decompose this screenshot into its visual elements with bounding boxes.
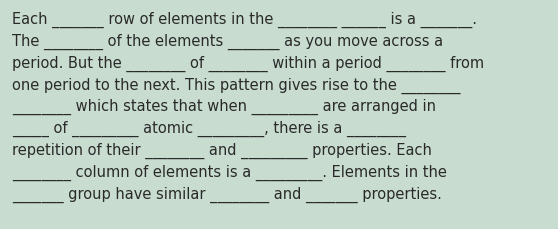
Text: period. But the ________ of ________ within a period ________ from: period. But the ________ of ________ wit… [12,55,484,71]
Text: _____ of _________ atomic _________, there is a ________: _____ of _________ atomic _________, the… [12,120,406,137]
Text: The ________ of the elements _______ as you move across a: The ________ of the elements _______ as … [12,34,443,50]
Text: Each _______ row of elements in the ________ ______ is a _______.: Each _______ row of elements in the ____… [12,12,477,28]
Text: one period to the next. This pattern gives rise to the ________: one period to the next. This pattern giv… [12,77,460,93]
Text: _______ group have similar ________ and _______ properties.: _______ group have similar ________ and … [12,185,442,202]
Text: repetition of their ________ and _________ properties. Each: repetition of their ________ and _______… [12,142,432,158]
Text: ________ column of elements is a _________. Elements in the: ________ column of elements is a _______… [12,164,447,180]
Text: ________ which states that when _________ are arranged in: ________ which states that when ________… [12,99,436,115]
